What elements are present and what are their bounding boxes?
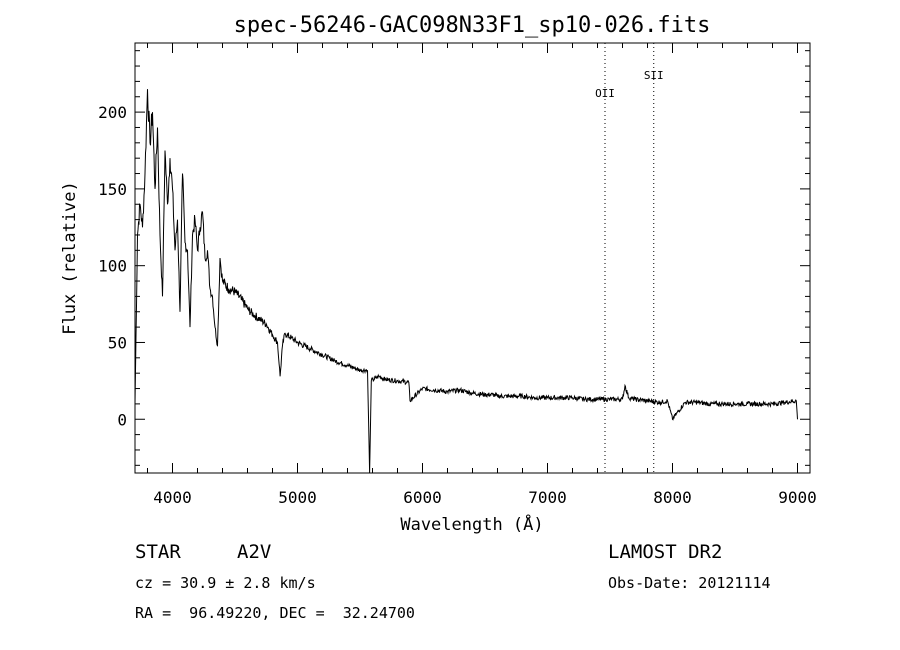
y-axis-label: Flux (relative) bbox=[60, 181, 80, 335]
x-axis-label: Wavelength (Å) bbox=[400, 513, 543, 535]
y-tick-label: 200 bbox=[98, 103, 127, 122]
x-tick-label: 4000 bbox=[153, 488, 192, 507]
tick-labels: 4000 5000 6000 7000 8000 9000 0 50 100 150 200 bbox=[98, 103, 817, 507]
x-tick-label: 5000 bbox=[278, 488, 317, 507]
annotation-label: SII bbox=[644, 69, 664, 82]
sky-coordinates: RA = 96.49220, DEC = 32.24700 bbox=[135, 604, 415, 622]
chart-title: spec-56246-GAC098N33F1_sp10-026.fits bbox=[234, 13, 711, 38]
x-tick-label: 9000 bbox=[778, 488, 817, 507]
x-tick-label: 7000 bbox=[528, 488, 567, 507]
x-tick-label: 8000 bbox=[653, 488, 692, 507]
annotation-label: OII bbox=[595, 87, 615, 100]
spectrum-line bbox=[134, 89, 798, 474]
y-tick-label: 150 bbox=[98, 180, 127, 199]
x-tick-label: 6000 bbox=[403, 488, 442, 507]
axis-ticks bbox=[135, 43, 810, 473]
object-subclass: A2V bbox=[237, 541, 272, 563]
plot-frame bbox=[134, 42, 811, 474]
y-tick-label: 0 bbox=[117, 410, 127, 429]
y-tick-label: 100 bbox=[98, 257, 127, 276]
survey-name: LAMOST DR2 bbox=[608, 541, 723, 563]
y-tick-label: 50 bbox=[108, 333, 127, 352]
object-class: STAR bbox=[135, 541, 181, 563]
line-annotations: OII SII bbox=[595, 43, 664, 473]
redshift-velocity: cz = 30.9 ± 2.8 km/s bbox=[135, 574, 316, 592]
observation-date: Obs-Date: 20121114 bbox=[608, 574, 771, 592]
